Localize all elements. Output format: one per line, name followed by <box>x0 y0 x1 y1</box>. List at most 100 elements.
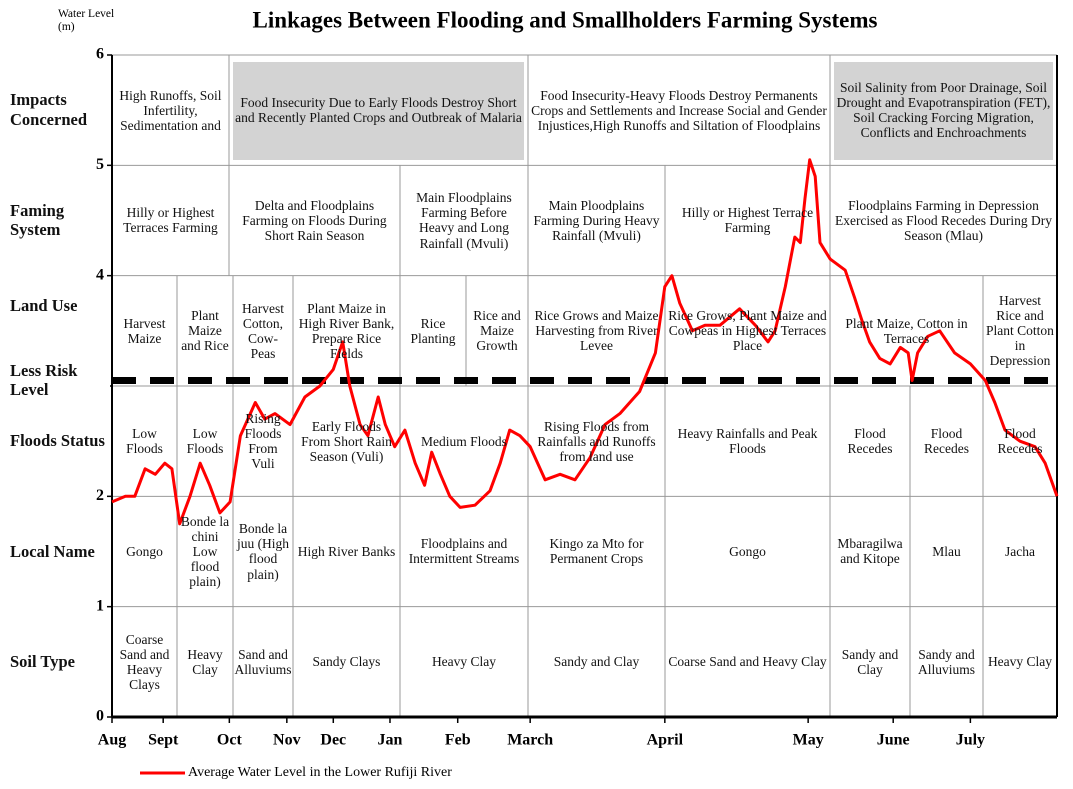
table-cell: Hilly or Highest Terrace Farming <box>665 165 830 275</box>
cell-text: Heavy Clay <box>187 646 223 677</box>
table-cell: Rice Planting <box>400 276 466 386</box>
table-cell: Hilly or Highest Terraces Farming <box>112 165 229 275</box>
y-tick-label: 6 <box>96 46 104 63</box>
cell-text: High Runoffs, Soil Infertility, Sediment… <box>119 87 222 133</box>
cell-text: Flood Recedes <box>847 426 893 457</box>
table-cell: Bonde la chini Low flood plain) <box>177 496 233 606</box>
cell-text: Food Insecurity-Heavy Floods Destroy Per… <box>531 87 827 133</box>
table-cell: Main Floodplains Farming Before Heavy an… <box>400 165 528 275</box>
cell-text: Harvest Maize <box>123 315 166 346</box>
table-cell: High River Banks <box>293 496 400 606</box>
y-tick-label: 5 <box>96 156 104 173</box>
cell-text: Harvest Rice and Plant Cotton in Depress… <box>986 293 1054 369</box>
cell-text: Bonde la chini Low flood plain) <box>180 513 230 590</box>
table-cell: Early Floods From Short Rain Season (Vul… <box>293 386 400 496</box>
y-axis-label: Water Level (m) <box>58 8 115 34</box>
cell-text: Soil Salinity from Poor Drainage, Soil D… <box>836 79 1051 141</box>
table-cell: Sandy and Alluviums <box>910 607 983 717</box>
table-cell: Coarse Sand and Heavy Clay <box>665 607 830 717</box>
shaded-cell <box>233 62 524 161</box>
cell-text: Low Floods <box>186 426 224 457</box>
cell-text: High River Banks <box>297 543 396 559</box>
cell-text: Rice Planting <box>410 315 456 346</box>
table-cell: Kingo za Mto for Permanent Crops <box>528 496 665 606</box>
table-cell: Rising Floods From Vuli <box>233 386 293 496</box>
cell-text: Medium Floods <box>421 433 507 449</box>
cell-text: Plant Maize, Cotton in Terraces <box>845 315 968 346</box>
table-cell: Main Ploodplains Farming During Heavy Ra… <box>528 165 665 275</box>
cell-text: Coarse Sand and Heavy Clays <box>119 631 170 692</box>
cell-text: Early Floods From Short Rain Season (Vul… <box>301 418 392 464</box>
x-tick-label: June <box>877 732 910 749</box>
table-cell: Medium Floods <box>400 386 528 496</box>
cell-text: Rising Floods from Rainfalls and Runoffs… <box>537 418 656 464</box>
table-cell: Rice Grows, Plant Maize and Cowpeas in H… <box>665 276 830 386</box>
table-cell: Food Insecurity Due to Early Floods Dest… <box>229 55 528 165</box>
table-cell: Plant Maize in High River Bank, Prepare … <box>293 276 400 386</box>
chart-title: Linkages Between Flooding and Smallholde… <box>253 7 878 32</box>
table-cell: Harvest Maize <box>112 276 177 386</box>
cell-text: Plant Maize and Rice <box>181 308 229 354</box>
cell-text: Hilly or Highest Terrace Farming <box>681 205 814 236</box>
table-cell: Mbaragilwa and Kitope <box>830 496 910 606</box>
table-cell: Sandy Clays <box>293 607 400 717</box>
table-cell: Flood Recedes <box>830 386 910 496</box>
table-cell: Sandy and Clay <box>528 607 665 717</box>
table-cell: Sandy and Clay <box>830 607 910 717</box>
table-cell: Plant Maize and Rice <box>177 276 233 386</box>
shaded-cell <box>834 62 1053 161</box>
x-tick-label: Sept <box>148 732 179 749</box>
data-line <box>111 158 1059 526</box>
table-cell: Gongo <box>112 496 177 606</box>
table-cell: High Runoffs, Soil Infertility, Sediment… <box>112 55 229 165</box>
table-cell: Flood Recedes <box>983 386 1057 496</box>
x-tick-label: April <box>647 732 684 749</box>
cell-text: Floodplains and Intermittent Streams <box>408 536 520 567</box>
x-tick-label: May <box>793 732 824 749</box>
row-label: Local Name <box>10 541 95 561</box>
cell-text: Rice Grows, Plant Maize and Cowpeas in H… <box>668 308 827 354</box>
table-cell: Floodplains and Intermittent Streams <box>400 496 528 606</box>
cell-text: Rising Floods From Vuli <box>244 410 282 472</box>
x-tick-label: Feb <box>445 732 471 749</box>
row-label: Soil Type <box>10 651 75 671</box>
cell-text: Rice and Maize Growth <box>473 308 521 354</box>
cell-text: Main Ploodplains Farming During Heavy Ra… <box>533 197 660 244</box>
cell-text: Sand and Alluviums <box>234 646 292 677</box>
cell-text: Heavy Clay <box>431 654 497 670</box>
cell-text: Hilly or Highest Terraces Farming <box>123 205 218 236</box>
x-tick-label: Aug <box>98 732 126 749</box>
y-tick-label: 0 <box>96 708 104 725</box>
cell-text: Heavy Rainfalls and Peak Floods <box>677 426 818 457</box>
cell-text: Jacha <box>1005 543 1035 559</box>
cell-text: Plant Maize in High River Bank, Prepare … <box>298 300 395 361</box>
table-cell: Low Floods <box>112 386 177 496</box>
table-cell: Delta and Floodplains Farming on Floods … <box>229 165 400 275</box>
table-cell: Heavy Clay <box>983 607 1057 717</box>
cell-text: Mlau <box>932 543 961 559</box>
cell-text: Sandy and Clay <box>841 646 899 677</box>
cell-text: Bonde la juu (High flood plain) <box>236 521 290 582</box>
cell-text: Mbaragilwa and Kitope <box>837 536 903 567</box>
cell-text: Rice Grows and Maize Harvesting from Riv… <box>534 308 659 354</box>
table-cell: Harvest Rice and Plant Cotton in Depress… <box>983 276 1057 386</box>
table-cell: Sand and Alluviums <box>233 607 293 717</box>
cell-text: Sandy and Alluviums <box>917 646 975 677</box>
table-cell: Rice Grows and Maize Harvesting from Riv… <box>528 276 665 386</box>
row-label: Floods Status <box>10 431 105 451</box>
cell-text: Heavy Clay <box>987 654 1053 670</box>
cell-text: Sandy and Clay <box>553 654 640 670</box>
cell-text: Flood Recedes <box>997 426 1043 457</box>
cell-text: Food Insecurity Due to Early Floods Dest… <box>235 95 522 126</box>
table-cell: Jacha <box>983 496 1057 606</box>
legend-label: Average Water Level in the Lower Rufiji … <box>188 765 452 780</box>
risk-level-label: Less Risk Level <box>10 358 110 403</box>
table-cell: Rising Floods from Rainfalls and Runoffs… <box>528 386 665 496</box>
table-cell: Coarse Sand and Heavy Clays <box>112 607 177 717</box>
x-tick-label: March <box>507 732 553 749</box>
table-cell: Floodplains Farming in Depression Exerci… <box>830 165 1057 275</box>
cell-text: Gongo <box>126 543 163 559</box>
x-tick-label: Jan <box>378 732 403 749</box>
